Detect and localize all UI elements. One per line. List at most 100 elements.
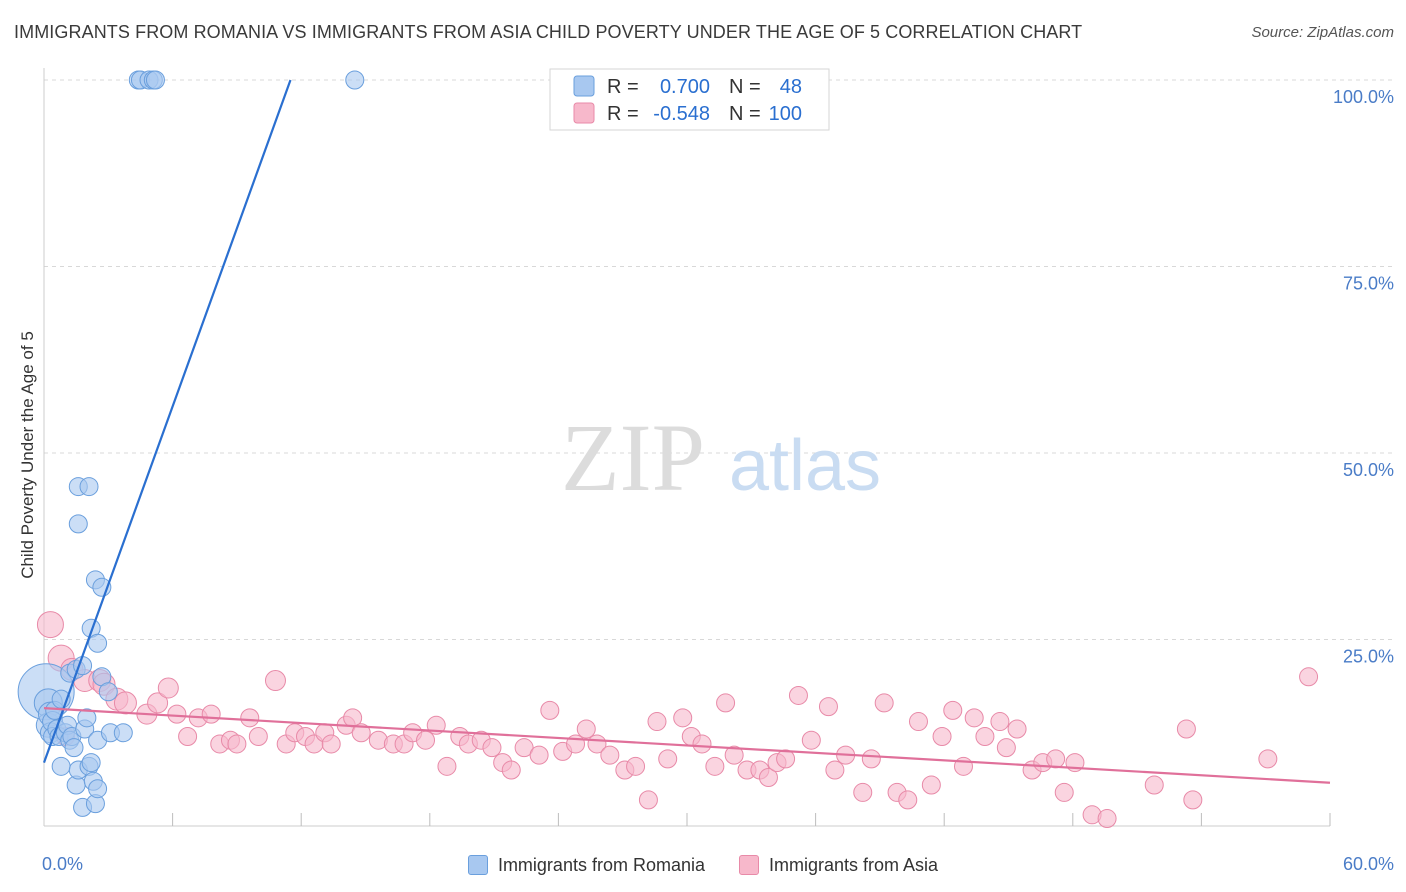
asia-point-26 — [321, 734, 341, 754]
legend-n-label-romania: N = — [729, 76, 761, 98]
asia-point-74 — [874, 693, 894, 713]
top-legend: R = 0.700 N = 48 R = -0.548 N = 100 — [549, 68, 830, 131]
x-tick-label-0: 0.0% — [42, 854, 83, 874]
trend-line-asia — [43, 707, 1331, 784]
asia-point-18 — [240, 708, 260, 728]
asia-point-95 — [1176, 719, 1196, 739]
romania-point-36 — [88, 779, 108, 799]
asia-point-55 — [658, 749, 678, 769]
series-romania-points — [17, 70, 365, 817]
asia-point-96 — [1183, 790, 1203, 810]
legend-item-romania[interactable]: Immigrants from Romania — [467, 854, 705, 876]
trend-lines — [42, 79, 1331, 784]
romania-point-26 — [77, 708, 97, 728]
asia-point-0 — [36, 611, 64, 639]
y-tick-label-2: 75.0% — [1343, 274, 1394, 294]
asia-point-84 — [990, 712, 1010, 732]
legend-label-asia: Immigrants from Asia — [769, 854, 939, 875]
asia-point-7 — [113, 691, 137, 715]
asia-point-59 — [705, 756, 725, 776]
asia-point-11 — [167, 704, 187, 724]
romania-point-46 — [145, 70, 165, 90]
asia-point-42 — [501, 760, 521, 780]
asia-point-70 — [825, 760, 845, 780]
legend-n-label-asia: N = — [729, 103, 761, 125]
legend-r-value-asia: -0.548 — [653, 103, 710, 125]
x-tick-labels: 0.0% 60.0% — [42, 854, 1394, 874]
legend-r-value-romania: 0.700 — [660, 76, 710, 98]
grid-lines — [44, 79, 1394, 640]
asia-point-10 — [157, 677, 179, 699]
asia-point-60 — [716, 693, 736, 713]
asia-point-54 — [647, 712, 667, 732]
asia-point-36 — [437, 756, 457, 776]
asia-point-69 — [818, 697, 838, 717]
romania-point-30 — [81, 753, 101, 773]
legend-n-value-asia: 100 — [769, 103, 802, 125]
asia-point-58 — [692, 734, 712, 754]
asia-point-98 — [1299, 667, 1319, 687]
x-tick-label-1: 60.0% — [1343, 854, 1394, 874]
romania-point-41 — [113, 723, 133, 743]
asia-point-77 — [908, 712, 928, 732]
asia-point-44 — [529, 745, 549, 765]
asia-point-76 — [898, 790, 918, 810]
trend-line-romania — [42, 79, 292, 763]
asia-point-72 — [853, 782, 873, 802]
romania-point-11 — [51, 756, 71, 776]
asia-point-86 — [1007, 719, 1027, 739]
asia-point-90 — [1054, 782, 1074, 802]
asia-point-56 — [673, 708, 693, 728]
romania-point-39 — [98, 682, 118, 702]
asia-point-85 — [996, 738, 1016, 758]
asia-point-43 — [514, 738, 534, 758]
legend-swatch-asia-bottom — [739, 855, 759, 875]
source-label: Source: ZipAtlas.com — [1251, 24, 1394, 41]
asia-point-40 — [482, 738, 502, 758]
asia-point-80 — [943, 700, 963, 720]
asia-point-68 — [801, 730, 821, 750]
asia-point-9 — [147, 692, 169, 714]
asia-point-45 — [540, 700, 560, 720]
y-tick-label-1: 50.0% — [1343, 460, 1394, 480]
top-legend-box — [549, 68, 830, 131]
asia-point-66 — [776, 749, 796, 769]
asia-point-93 — [1097, 809, 1117, 829]
asia-point-53 — [638, 790, 658, 810]
asia-point-50 — [600, 745, 620, 765]
asia-point-73 — [861, 749, 881, 769]
asia-point-61 — [724, 745, 744, 765]
legend-item-asia[interactable]: Immigrants from Asia — [739, 855, 938, 876]
legend-label-romania: Immigrants from Romania — [497, 854, 705, 875]
y-tick-label-3: 100.0% — [1333, 87, 1394, 107]
romania-point-34 — [88, 633, 108, 653]
asia-point-52 — [626, 756, 646, 776]
asia-point-67 — [788, 685, 808, 705]
asia-point-94 — [1144, 775, 1164, 795]
chart-title: IMMIGRANTS FROM ROMANIA VS IMMIGRANTS FR… — [14, 22, 1083, 42]
watermark-atlas: atlas — [729, 426, 881, 506]
asia-point-64 — [758, 768, 778, 788]
asia-point-14 — [201, 704, 221, 724]
romania-point-47 — [345, 70, 365, 90]
legend-swatch-romania — [573, 75, 595, 97]
asia-point-97 — [1258, 749, 1278, 769]
asia-point-82 — [964, 708, 984, 728]
y-tick-label-0: 25.0% — [1343, 647, 1394, 667]
bottom-legend: Immigrants from Romania Immigrants from … — [0, 852, 1406, 878]
watermark: ZIP atlas — [561, 404, 881, 511]
asia-point-19 — [248, 726, 268, 746]
legend-r-label-asia: R = — [607, 103, 639, 125]
legend-r-label-romania: R = — [607, 76, 639, 98]
romania-point-22 — [68, 514, 88, 534]
asia-point-12 — [178, 726, 198, 746]
asia-point-17 — [227, 734, 247, 754]
watermark-zip: ZIP — [561, 404, 705, 511]
legend-swatch-asia — [573, 102, 595, 124]
romania-point-17 — [64, 738, 84, 758]
romania-point-27 — [79, 477, 99, 497]
asia-point-20 — [264, 670, 286, 692]
asia-point-89 — [1046, 749, 1066, 769]
asia-point-48 — [576, 719, 596, 739]
